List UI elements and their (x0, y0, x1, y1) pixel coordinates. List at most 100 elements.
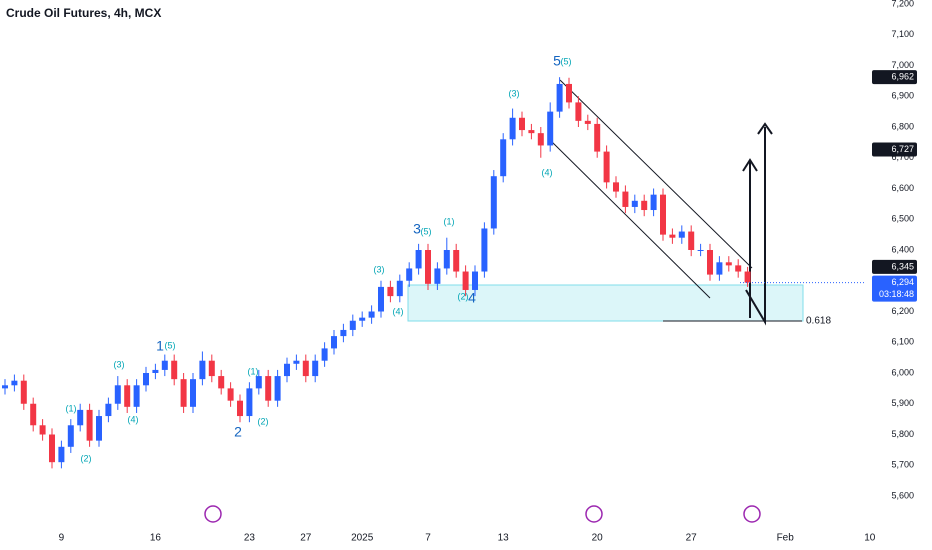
y-tick-label: 5,800 (891, 429, 914, 439)
x-tick-label: 20 (592, 533, 604, 544)
candle-body (161, 360, 168, 370)
candle-body (641, 200, 648, 211)
candle-body (660, 194, 666, 235)
candle-body (180, 379, 187, 407)
fib-label: 0.618 (806, 316, 831, 327)
candle-body (509, 117, 516, 140)
candle-body (415, 250, 422, 269)
candle-body (302, 360, 309, 377)
price-tag (872, 142, 917, 157)
candle-body (688, 231, 695, 250)
countdown-label: 03:18:48 (879, 289, 914, 299)
candle-body (669, 234, 676, 238)
y-tick-label: 6,600 (891, 183, 914, 193)
candle-body (707, 250, 713, 275)
wave-label: (4) (393, 306, 404, 316)
y-tick-label: 6,700 (891, 152, 914, 162)
candle-body (331, 336, 337, 349)
candle-body (566, 83, 572, 103)
candle-body (20, 380, 27, 404)
price-tag-label: 6,727 (891, 144, 914, 154)
candle-body (143, 373, 149, 386)
x-tick-label: 16 (150, 533, 162, 544)
candle-body (613, 182, 619, 192)
candle-body (340, 329, 347, 337)
candle-body (284, 363, 290, 377)
y-tick-label: 6,500 (891, 214, 914, 224)
candle-body (622, 191, 629, 207)
y-tick-label: 6,100 (891, 337, 914, 347)
event-icon[interactable] (743, 505, 761, 523)
wave-label: 3 (413, 221, 421, 237)
channel-upper (559, 79, 753, 269)
wave-label: (1) (444, 216, 455, 226)
x-tick-label: 27 (300, 533, 312, 544)
x-tick-label: 23 (244, 533, 256, 544)
candle-body (425, 250, 431, 284)
x-tick-label: 7 (425, 533, 431, 544)
price-tag (872, 259, 917, 274)
wave-label: (2) (458, 291, 469, 301)
candle-body (255, 376, 262, 389)
arrow-head (742, 158, 758, 172)
wave-label: (2) (258, 416, 269, 426)
candle-body (96, 416, 102, 441)
candle-body (434, 268, 441, 284)
candle-body (218, 376, 225, 389)
event-icon[interactable] (204, 505, 222, 523)
candle-body (443, 250, 450, 269)
candle-body (368, 311, 375, 318)
wave-label: (3) (374, 264, 385, 274)
x-tick-label: 10 (864, 533, 876, 544)
candle-body (133, 385, 140, 407)
price-tag-label: 6,345 (891, 261, 914, 271)
candle-body (171, 360, 178, 380)
wave-label: (4) (542, 167, 553, 177)
candle-body (190, 379, 196, 407)
x-tick-label: 13 (498, 533, 510, 544)
y-tick-label: 6,200 (891, 306, 914, 316)
candle-body (744, 271, 751, 283)
wave-label: 4 (468, 290, 476, 306)
candle-body (105, 403, 112, 417)
channel-lower (547, 137, 711, 299)
wave-label: (5) (165, 340, 176, 350)
candle-body (58, 446, 65, 463)
x-tick-label: 2025 (351, 533, 374, 544)
candle-body (208, 360, 215, 377)
candle-body (584, 120, 591, 124)
y-tick-label: 7,000 (891, 60, 914, 70)
candle-body (11, 380, 18, 386)
candle-body (265, 376, 272, 401)
wave-label: 1 (156, 338, 164, 354)
candle-body (246, 388, 253, 417)
candle-body (227, 388, 234, 401)
y-tick-label: 6,000 (891, 367, 914, 377)
wave-label: (5) (561, 56, 572, 66)
candle-body (453, 250, 460, 272)
event-icon[interactable] (585, 505, 603, 523)
projection-arrows (742, 122, 773, 326)
y-tick-label: 6,800 (891, 121, 914, 131)
candle-body (472, 271, 478, 290)
y-tick-label: 7,200 (891, 0, 914, 8)
y-tick-label: 7,100 (891, 29, 914, 39)
candle-body (67, 425, 74, 447)
candle-body (716, 262, 723, 275)
candle-body (378, 286, 384, 312)
y-tick-label: 6,900 (891, 91, 914, 101)
wave-label: 2 (234, 424, 242, 440)
wave-label: 5 (553, 53, 561, 69)
candle-body (30, 403, 37, 426)
wave-label: (5) (421, 226, 432, 236)
candle-body (2, 385, 8, 389)
candle-body (650, 194, 657, 211)
wave-label: (3) (509, 88, 520, 98)
candle-body (274, 376, 281, 401)
candle-body (528, 130, 535, 134)
price-tag (872, 70, 917, 85)
price-tag-label: 6,962 (891, 72, 914, 82)
wave-label: (1) (248, 366, 259, 376)
candle-body (396, 280, 403, 297)
